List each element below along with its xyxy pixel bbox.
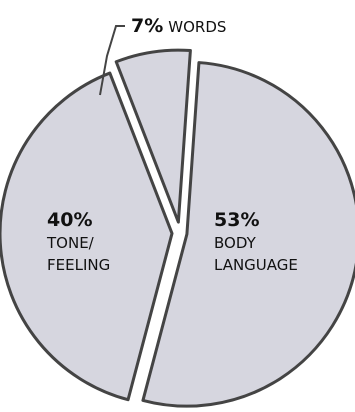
tone-percent: 40% — [47, 209, 92, 231]
words-percent: 7% — [131, 15, 163, 37]
slice-label-words: 7% WORDS — [131, 15, 226, 37]
body-label-line2: LANGUAGE — [214, 256, 298, 274]
body-label-line1: BODY — [214, 234, 257, 252]
pie-slices — [0, 48, 355, 408]
body-percent: 53% — [214, 209, 259, 231]
slice-words — [114, 48, 192, 224]
words-label: WORDS — [168, 18, 226, 36]
slice-body-language — [141, 61, 355, 408]
slice-tone-feeling — [0, 71, 174, 402]
tone-label-line1: TONE/ — [46, 234, 95, 252]
words-callout-line — [99, 25, 125, 96]
tone-label-line2: FEELING — [47, 256, 110, 274]
